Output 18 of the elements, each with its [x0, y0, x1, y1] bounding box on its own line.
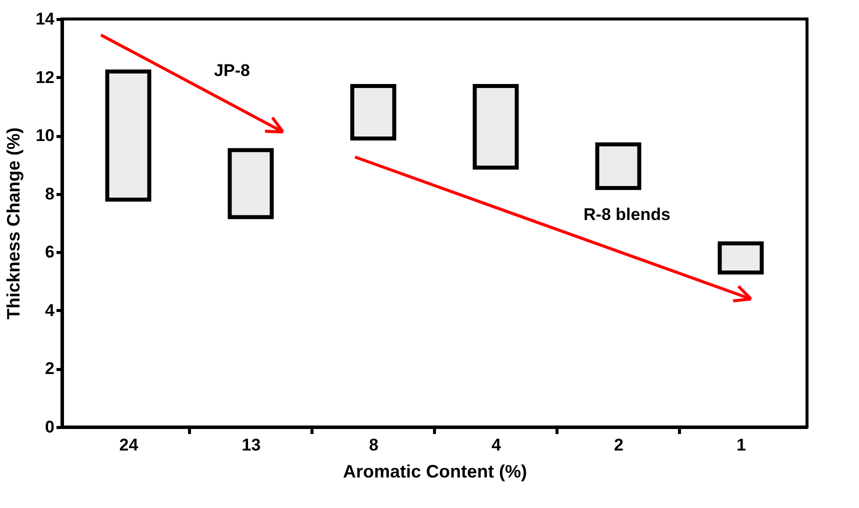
y-tick-label: 6	[45, 242, 54, 262]
y-tick-label: 12	[36, 68, 54, 87]
x-tick-label: 13	[242, 436, 261, 454]
x-tick-label: 4	[492, 436, 502, 454]
y-tick-label: 10	[36, 126, 54, 146]
y-tick-label: 14	[36, 10, 56, 28]
x-tick-label: 8	[369, 436, 378, 454]
y-tick-label: 0	[45, 418, 54, 436]
x-tick-label: 1	[736, 436, 746, 454]
y-axis-title: Thickness Change (%)	[4, 127, 24, 320]
annotation: R-8 blends	[584, 205, 670, 224]
x-tick-label: 2	[614, 436, 624, 454]
x-tick-label: 24	[119, 436, 139, 454]
y-tick-label: 4	[45, 300, 56, 320]
x-axis-title: Aromatic Content (%)	[343, 462, 528, 482]
y-tick-label: 8	[45, 184, 54, 204]
y-tick-label: 2	[45, 359, 54, 378]
annotation: JP-8	[214, 61, 250, 80]
